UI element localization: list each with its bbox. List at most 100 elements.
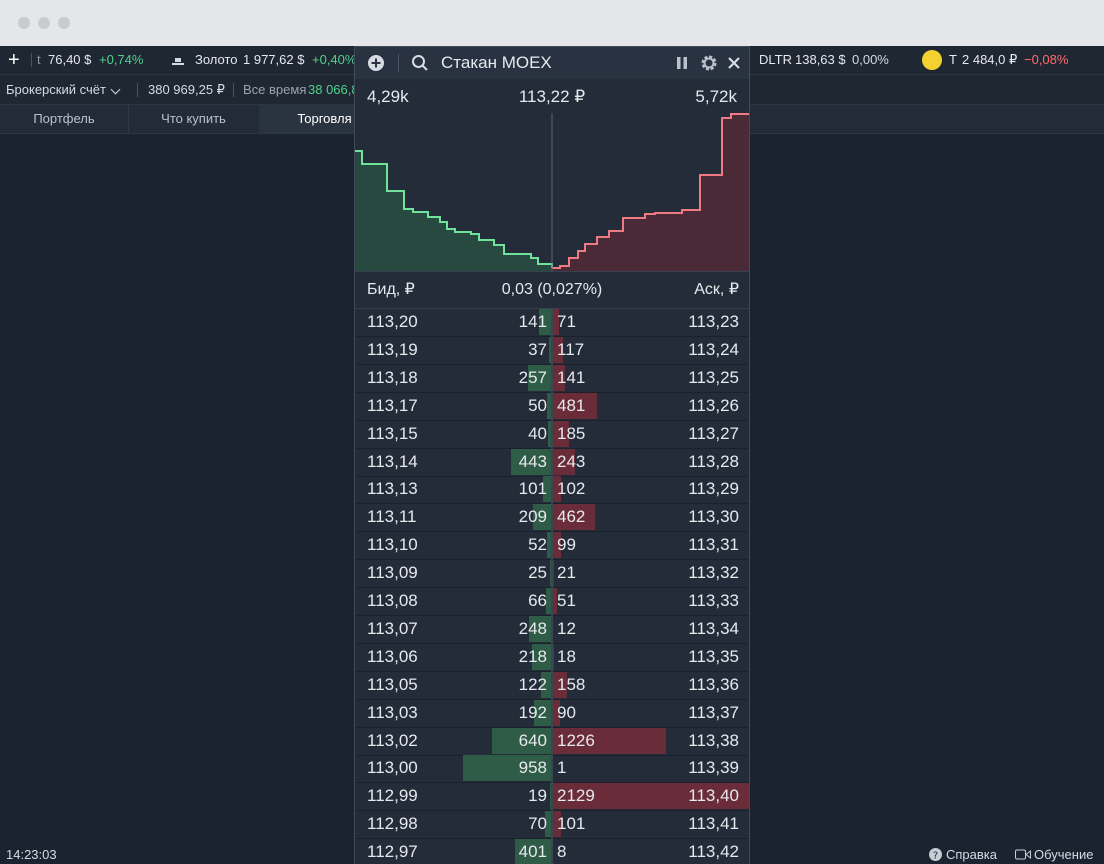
bid-volume: 19 [528,786,547,806]
order-row[interactable]: 113,02 640 1226 113,38 [355,726,749,756]
bid-volume: 101 [518,479,547,499]
ask-volume-bar [552,336,563,363]
bid-price: 113,13 [367,479,418,499]
bid-volume: 37 [528,339,547,359]
ask-volume-bar [552,699,561,726]
order-row[interactable]: 113,15 40 185 113,27 [355,419,749,449]
add-button[interactable]: + [8,49,20,71]
ask-price: 113,29 [688,479,739,499]
ask-price: 113,30 [688,507,739,527]
mid-divider [551,614,553,643]
bid-volume: 257 [518,367,547,387]
ask-volume-bar [552,476,562,503]
order-row[interactable]: 113,05 122 158 113,36 [355,670,749,700]
order-row[interactable]: 113,03 192 90 113,37 [355,698,749,728]
order-row[interactable]: 113,17 50 481 113,26 [355,391,749,421]
order-book-widget: Стакан MOEX 4,29k 113,22 ₽ 5,72k Бид, ₽ … [354,46,750,864]
window-minimize[interactable] [38,17,50,29]
clock: 14:23:03 [6,847,57,862]
bid-volume-bar [548,420,552,447]
order-row[interactable]: 112,99 19 2129 113,40 [355,782,749,812]
ask-price: 113,27 [688,423,739,443]
mid-divider [551,503,553,532]
gold-icon [172,56,184,65]
bid-volume-bar [492,727,552,754]
depth-chart [355,113,749,271]
tab[interactable]: Портфель [0,105,129,133]
order-row[interactable]: 113,19 37 117 113,24 [355,335,749,365]
order-row[interactable]: 112,97 401 8 113,42 [355,838,749,864]
bid-depth-line [355,150,553,268]
ask-price: 113,36 [688,674,739,694]
account-name[interactable]: Брокерский счёт [6,82,106,97]
add-icon[interactable] [367,54,385,72]
ask-price: 113,33 [688,591,739,610]
bid-volume-bar [547,392,552,419]
ask-volume-bar [552,448,575,475]
bid-volume-bar [510,448,552,475]
order-row[interactable]: 113,00 958 1 113,39 [355,754,749,784]
mid-divider [551,308,553,336]
mid-divider [551,782,553,811]
order-row[interactable]: 113,06 218 18 113,35 [355,642,749,672]
order-row[interactable]: 113,20 141 71 113,23 [355,308,749,337]
ask-price: 113,41 [688,814,739,834]
ticker-change: 0,00% [852,52,889,67]
order-row[interactable]: 113,09 25 21 113,32 [355,559,749,589]
ask-volume: 18 [557,646,576,666]
ask-volume-bar [552,420,570,447]
order-row[interactable]: 113,08 66 51 113,33 [355,587,749,616]
order-row[interactable]: 112,98 70 101 113,41 [355,810,749,840]
window-zoom[interactable] [58,17,70,29]
order-row[interactable]: 113,10 52 99 113,31 [355,531,749,561]
ask-volume: 481 [557,395,586,415]
ask-depth-line [552,113,749,269]
bid-depth-area [355,151,552,271]
ask-price: 113,35 [688,646,739,666]
bid-volume: 192 [518,702,547,722]
bid-volume: 40 [528,423,547,443]
order-row[interactable]: 113,18 257 141 113,25 [355,363,749,393]
search-icon[interactable] [411,54,429,72]
mid-divider [551,391,553,420]
ask-price: 113,32 [688,563,739,583]
bid-price: 113,15 [367,423,418,443]
bid-volume: 141 [518,312,547,331]
account-balance: 380 969,25 ₽ [148,82,225,97]
bid-volume-bar [540,671,552,698]
window-close[interactable] [18,17,30,29]
bid-price: 112,97 [367,842,418,862]
ask-volume: 243 [557,451,586,471]
period-label: Все время [243,82,307,97]
tab[interactable]: Что купить [128,105,260,133]
bid-total: 4,29k [367,87,409,106]
ask-volume: 90 [557,702,576,722]
bid-price: 112,99 [367,786,418,806]
help-link[interactable]: Справка [946,847,997,862]
bid-volume-bar [545,811,552,838]
ticker-name[interactable]: Золото [195,52,238,67]
order-row[interactable]: 113,11 209 462 113,30 [355,503,749,533]
ask-volume: 8 [557,842,567,862]
order-row[interactable]: 113,13 101 102 113,29 [355,475,749,505]
ask-price: 113,38 [688,730,739,750]
ask-price: 113,42 [688,842,739,862]
widget-header: Стакан MOEX [355,47,749,79]
mid-price: 113,22 ₽ [518,87,586,106]
bid-price: 113,11 [367,507,417,527]
ask-volume: 462 [557,507,586,527]
ticker-name[interactable]: DLTR [759,52,792,67]
order-row[interactable]: 113,14 443 243 113,28 [355,447,749,477]
ask-volume: 12 [557,618,576,638]
settings-icon[interactable] [700,54,718,72]
order-row[interactable]: 113,07 248 12 113,34 [355,614,749,644]
pause-icon[interactable] [675,56,689,70]
ticker-name[interactable]: T [949,52,957,67]
ticker-name[interactable]: t [37,52,41,67]
ticker-change: +0,74% [99,52,144,67]
learn-link[interactable]: Обучение [1034,847,1094,862]
close-icon[interactable] [727,56,741,70]
bid-volume: 218 [518,646,547,666]
bid-price: 113,17 [367,395,418,415]
ask-volume: 1226 [557,730,595,750]
